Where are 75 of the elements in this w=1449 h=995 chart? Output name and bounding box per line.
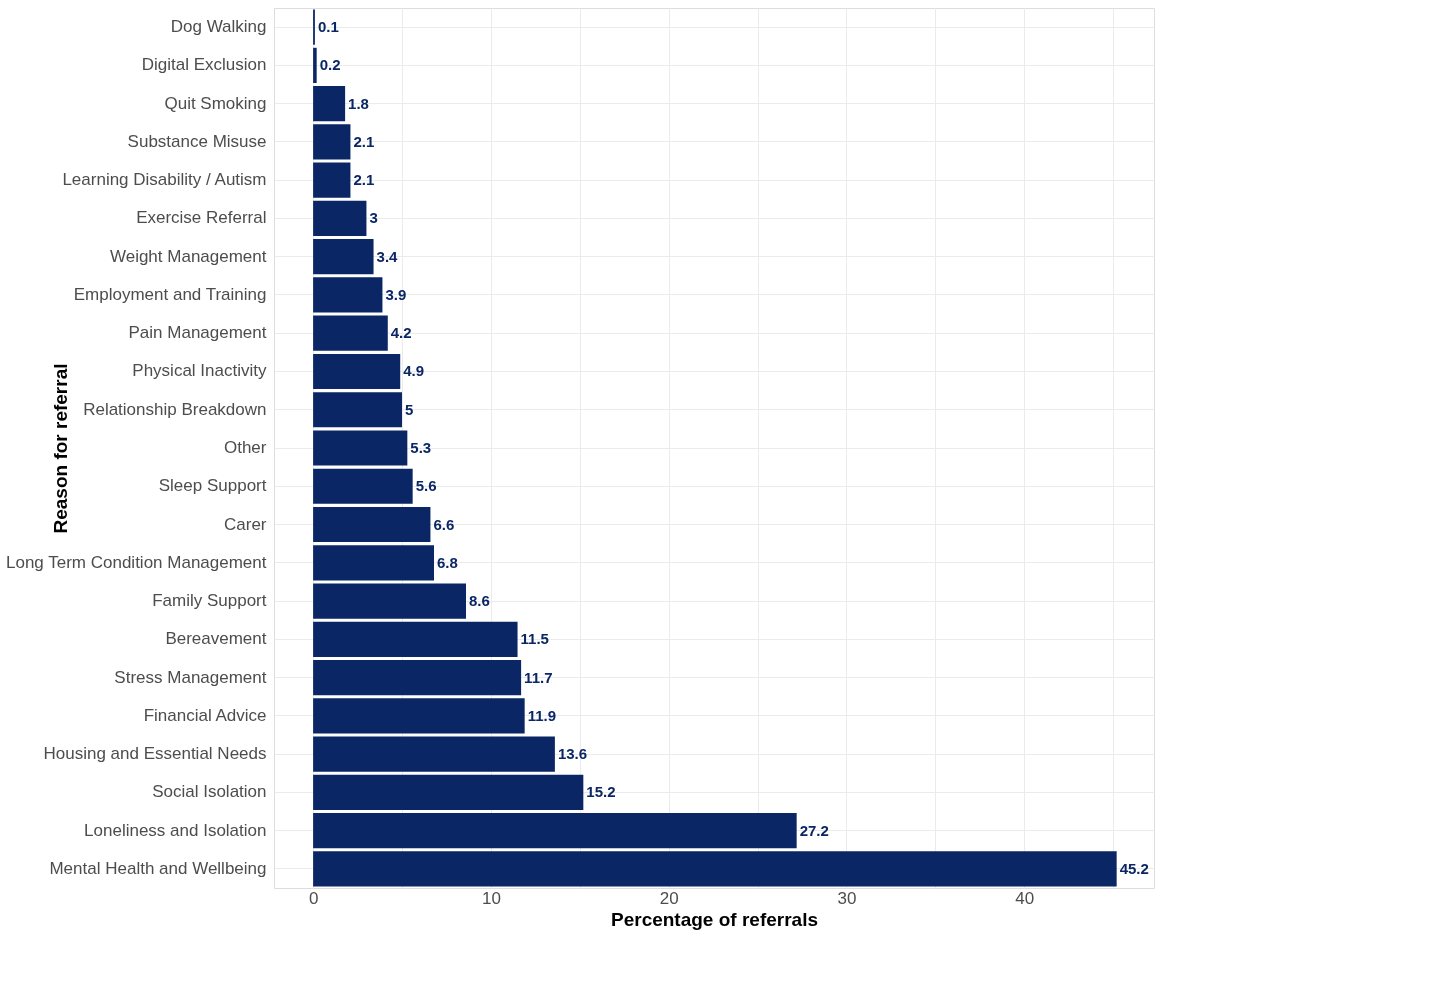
y-tick-label: Quit Smoking [164, 93, 267, 113]
x-tick-label: 20 [659, 888, 679, 908]
y-tick-label: Relationship Breakdown [83, 399, 267, 419]
bar [313, 162, 351, 198]
data-label: 27.2 [799, 821, 829, 839]
y-tick-label: Exercise Referral [136, 208, 267, 228]
y-tick-label: Mental Health and Wellbeing [49, 858, 267, 878]
data-label: 6.8 [437, 553, 458, 571]
bar [313, 392, 402, 428]
data-label: 5.6 [415, 477, 437, 495]
data-label: 0.2 [319, 56, 341, 74]
bar [313, 851, 1117, 887]
y-tick-label: Carer [223, 514, 267, 534]
y-tick-label: Physical Inactivity [132, 361, 267, 381]
x-tick-label: 30 [837, 888, 857, 908]
bar [313, 583, 466, 619]
data-label: 3.9 [385, 285, 407, 303]
bar [313, 124, 351, 160]
data-label: 2.1 [353, 171, 375, 189]
data-label: 0.1 [317, 18, 339, 36]
bar [313, 353, 401, 390]
y-tick-label: Bereavement [165, 629, 267, 649]
bar [313, 698, 525, 734]
bar [313, 200, 367, 237]
bar [313, 545, 434, 581]
y-tick-label: Social Isolation [152, 782, 267, 802]
y-tick-label: Weight Management [109, 246, 267, 266]
bar [313, 277, 383, 313]
x-tick-label: 0 [308, 888, 319, 908]
bar [313, 813, 797, 849]
y-tick-label: Sleep Support [158, 476, 267, 496]
y-tick-label: Long Term Condition Management [5, 552, 267, 572]
bar [313, 315, 388, 351]
x-axis-title: Percentage of referrals [611, 908, 818, 930]
y-tick-label: Dog Walking [170, 17, 267, 37]
data-label: 1.8 [348, 94, 369, 112]
data-label: 4.2 [390, 324, 412, 342]
y-tick-label: Loneliness and Isolation [84, 820, 267, 840]
bar [313, 239, 374, 275]
y-tick-label: Digital Exclusion [141, 55, 267, 75]
data-label: 13.6 [557, 745, 588, 763]
data-label: 11.5 [520, 630, 549, 648]
bar [313, 468, 413, 504]
data-label: 5.3 [410, 439, 432, 456]
bar [313, 621, 518, 657]
y-tick-label: Financial Advice [143, 705, 267, 725]
y-axis-title: Reason for referral [49, 363, 71, 534]
bar [313, 86, 346, 122]
y-tick-label: Stress Management [114, 667, 267, 687]
bar [313, 430, 408, 466]
data-label: 2.1 [353, 132, 375, 150]
data-label: 3.4 [376, 247, 399, 265]
data-label: 5 [405, 400, 414, 418]
y-tick-label: Learning Disability / Autism [62, 170, 267, 190]
data-label: 11.7 [524, 668, 553, 686]
bar [313, 47, 317, 83]
y-tick-label: Housing and Essential Needs [43, 744, 267, 764]
bar [313, 774, 584, 810]
bar [313, 659, 522, 696]
data-label: 15.2 [586, 783, 616, 801]
x-tick-label: 10 [481, 888, 501, 908]
x-tick-label: 40 [1015, 888, 1035, 908]
data-label: 3 [369, 209, 378, 227]
data-label: 8.6 [469, 592, 490, 610]
y-tick-label: Other [223, 438, 267, 457]
y-tick-label: Employment and Training [73, 284, 267, 304]
data-label: 45.2 [1119, 859, 1149, 877]
bar [313, 506, 431, 543]
data-label: 4.9 [403, 362, 425, 380]
y-tick-label: Substance Misuse [127, 131, 267, 151]
bar [313, 736, 555, 772]
data-label: 6.6 [433, 515, 455, 533]
y-tick-label: Pain Management [128, 323, 267, 343]
data-label: 11.9 [527, 706, 557, 724]
y-tick-label: Family Support [152, 591, 267, 611]
